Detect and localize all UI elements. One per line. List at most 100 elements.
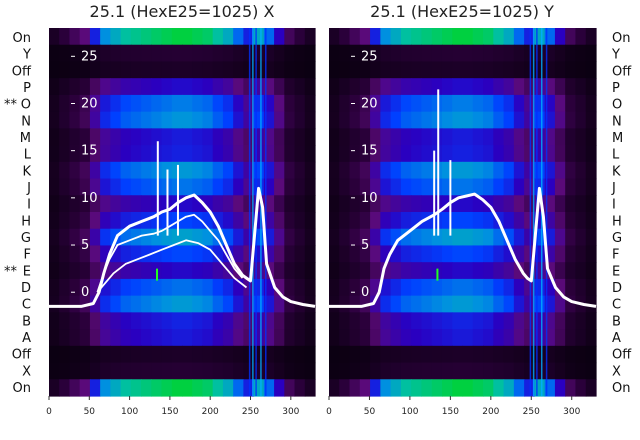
heat-cell: [472, 178, 484, 196]
heat-cell: [483, 161, 494, 180]
row-label-left: F: [24, 248, 31, 263]
heat-cell: [329, 245, 340, 263]
heat-cell: [421, 278, 433, 297]
heat-cell: [120, 178, 132, 196]
heat-cell: [472, 379, 484, 397]
heat-cell: [359, 94, 371, 113]
heat-cell: [462, 245, 474, 263]
heat-cell: [284, 78, 296, 96]
heat-cell: [59, 278, 71, 297]
heat-cell: [349, 145, 361, 163]
heat-cell: [585, 161, 597, 180]
heat-cell: [421, 312, 433, 330]
heat-cell: [452, 178, 464, 196]
heat-cell: [110, 111, 122, 129]
heat-cell: [503, 161, 515, 180]
heat-cell: [202, 228, 214, 247]
heat-cell: [431, 379, 443, 397]
heat-cell: [452, 245, 464, 263]
row-label-left: X: [22, 364, 31, 379]
heat-cell: [524, 262, 535, 280]
heat-cell: [483, 312, 494, 330]
heat-cell: [390, 28, 402, 46]
row-marker: **: [4, 264, 18, 279]
heat-cell: [441, 379, 453, 397]
row-label-left: I: [27, 198, 31, 213]
heat-cell: [243, 295, 255, 313]
heat-cell: [284, 44, 296, 63]
heat-cell: [370, 212, 381, 230]
heat-cell: [49, 128, 60, 146]
heat-cell: [151, 178, 163, 196]
heat-cell: [89, 161, 101, 180]
heat-cell: [462, 161, 474, 180]
heat-cell: [431, 278, 443, 297]
heat-cell: [100, 362, 111, 380]
heat-cell: [349, 329, 361, 347]
heat-cell: [452, 61, 464, 79]
heat-cell: [171, 128, 183, 146]
heat-cell: [349, 362, 361, 380]
heat-cell: [400, 345, 412, 364]
heat-cell: [390, 345, 402, 364]
heat-cell: [503, 345, 515, 364]
heat-cell: [141, 245, 152, 263]
heat-cell: [284, 111, 296, 129]
heat-cell: [182, 94, 193, 113]
heat-cell: [222, 345, 234, 364]
heat-cell: [59, 94, 71, 113]
heat-cell: [565, 262, 577, 280]
row-label-right: On: [612, 381, 630, 396]
heat-cell: [171, 111, 183, 129]
heat-cell: [182, 329, 193, 347]
heat-cell: [349, 379, 361, 397]
heat-cell: [130, 128, 142, 146]
heat-cell: [192, 295, 204, 313]
heat-cell: [253, 94, 265, 113]
heat-cell: [339, 278, 351, 297]
heat-cell: [565, 178, 577, 196]
heat-cell: [565, 312, 577, 330]
heat-cell: [554, 44, 566, 63]
heat-cell: [294, 128, 306, 146]
heat-cell: [441, 362, 453, 380]
heat-cell: [120, 329, 132, 347]
row-label-right: A: [612, 331, 621, 346]
y-tick-label: 25: [81, 49, 98, 64]
row-label-left: On: [13, 31, 31, 46]
row-label-right: I: [612, 198, 616, 213]
heat-cell: [100, 178, 111, 196]
heat-cell: [59, 379, 71, 397]
heat-cell: [253, 145, 265, 163]
heat-cell: [441, 161, 453, 180]
x-tick-label: 250: [523, 407, 540, 417]
heat-cell: [120, 161, 132, 180]
heat-cell: [130, 111, 142, 129]
heat-cell: [161, 111, 173, 129]
heat-cell: [304, 329, 316, 347]
heat-cell: [212, 128, 224, 146]
heat-cell: [59, 178, 71, 196]
heat-cell: [441, 44, 453, 63]
heat-cell: [171, 94, 183, 113]
heat-cell: [462, 94, 474, 113]
heat-cell: [390, 128, 402, 146]
heat-cell: [411, 161, 423, 180]
heat-cell: [452, 212, 464, 230]
heat-cell: [544, 28, 556, 46]
heat-cell: [100, 128, 111, 146]
heat-cell: [233, 362, 244, 380]
heat-cell: [513, 128, 525, 146]
heat-cell: [339, 178, 351, 196]
heat-cell: [79, 195, 91, 213]
heat-cell: [263, 78, 275, 96]
heat-cell: [431, 295, 443, 313]
heat-cell: [59, 78, 71, 96]
heat-cell: [493, 262, 505, 280]
heat-cell: [400, 362, 412, 380]
heat-cell: [130, 262, 142, 280]
heat-cell: [110, 78, 122, 96]
heat-cell: [141, 195, 152, 213]
heat-cell: [575, 329, 587, 347]
heat-cell: [503, 379, 515, 397]
